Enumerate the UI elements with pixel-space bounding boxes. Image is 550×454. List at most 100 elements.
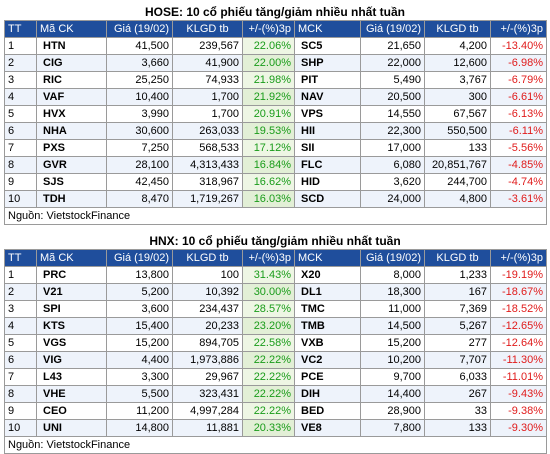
hnx-cell-klgd-up: 20,233 — [172, 317, 243, 335]
hnx-cell-ma-ck: PRC — [36, 266, 107, 284]
hnx-cell-klgd-up: 894,705 — [172, 334, 243, 352]
hnx-cell-pct-down: -11.30% — [490, 351, 547, 369]
hnx-cell-pct-down: -9.30% — [490, 419, 547, 437]
hnx-cell-mck: DIH — [294, 385, 361, 403]
hose-cell-klgd-down: 133 — [424, 139, 491, 157]
hose-header-klgd-up: KLGD tb — [172, 20, 243, 38]
hnx-header-ma-ck: Mã CK — [36, 249, 107, 267]
hnx-cell-ma-ck: SPI — [36, 300, 107, 318]
hose-header-tt: TT — [4, 20, 37, 38]
hnx-cell-gia-down: 10,200 — [360, 351, 425, 369]
hnx-table-row: 5 VGS 15,200 894,705 22.58% VXB 15,200 277 -12.6… — [4, 334, 547, 352]
hnx-cell-tt: 6 — [4, 351, 37, 369]
hnx-cell-gia-down: 7,800 — [360, 419, 425, 437]
hnx-cell-tt: 8 — [4, 385, 37, 403]
hose-table-row: 6 NHA 30,600 263,033 19.53% HII 22,300 550,500-… — [4, 122, 547, 140]
hose-header-mck: MCK — [294, 20, 361, 38]
hose-cell-pct-down: -6.13% — [490, 105, 547, 123]
hose-cell-klgd-up: 1,719,267 — [172, 190, 243, 208]
hose-header-gia-down: Giá (19/02) — [360, 20, 425, 38]
hose-cell-klgd-up: 4,313,433 — [172, 156, 243, 174]
hnx-cell-klgd-down: 267 — [424, 385, 491, 403]
hnx-header-klgd-up: KLGD tb — [172, 249, 243, 267]
hnx-table-row: 4 KTS 15,400 20,233 23.20% TMB 14,500 5,267 -12.… — [4, 317, 547, 335]
hnx-cell-pct-up: 22.58% — [242, 334, 295, 352]
hose-cell-gia-down: 20,500 — [360, 88, 425, 106]
hnx-cell-klgd-down: 1,233 — [424, 266, 491, 284]
hnx-table-row: 3 SPI 3,600 234,437 28.57% TMC 11,000 7,369 -18.… — [4, 300, 547, 318]
hnx-cell-gia-up: 14,800 — [106, 419, 173, 437]
hnx-cell-mck: TMB — [294, 317, 361, 335]
hnx-cell-pct-down: -12.64% — [490, 334, 547, 352]
hose-table-row: 5 HVX 3,990 1,700 20.91% VPS 14,550 67,567 -6.13… — [4, 105, 547, 123]
hose-cell-gia-up: 10,400 — [106, 88, 173, 106]
hnx-cell-ma-ck: L43 — [36, 368, 107, 386]
hnx-header-gia-down: Giá (19/02) — [360, 249, 425, 267]
hose-cell-pct-down: -13.40% — [490, 37, 547, 55]
hnx-table-title: HNX: 10 cổ phiếu tăng/giảm nhiều nhất tu… — [149, 234, 401, 248]
hose-cell-pct-up: 22.00% — [242, 54, 295, 72]
hose-table-title: HOSE: 10 cổ phiếu tăng/giảm nhiều nhất t… — [144, 5, 406, 19]
hose-cell-pct-up: 16.03% — [242, 190, 295, 208]
hose-table-block: HOSE: 10 cổ phiếu tăng/giảm nhiều nhất t… — [4, 4, 547, 225]
hnx-cell-pct-down: -12.65% — [490, 317, 547, 335]
hose-cell-ma-ck: NHA — [36, 122, 107, 140]
hose-cell-pct-up: 16.84% — [242, 156, 295, 174]
hose-cell-gia-up: 30,600 — [106, 122, 173, 140]
hnx-header-pct-up: +/-(%)3p — [242, 249, 295, 267]
hnx-header-gia-up: Giá (19/02) — [106, 249, 173, 267]
hose-cell-ma-ck: RIC — [36, 71, 107, 89]
hose-cell-tt: 10 — [4, 190, 37, 208]
hnx-cell-ma-ck: CEO — [36, 402, 107, 420]
hnx-cell-klgd-down: 6,033 — [424, 368, 491, 386]
hose-cell-pct-up: 21.92% — [242, 88, 295, 106]
hose-cell-gia-down: 3,620 — [360, 173, 425, 191]
hnx-cell-tt: 10 — [4, 419, 37, 437]
hnx-cell-tt: 5 — [4, 334, 37, 352]
hnx-cell-tt: 9 — [4, 402, 37, 420]
hose-cell-gia-up: 3,660 — [106, 54, 173, 72]
hose-cell-gia-down: 5,490 — [360, 71, 425, 89]
hnx-table-block: HNX: 10 cổ phiếu tăng/giảm nhiều nhất tu… — [4, 233, 547, 454]
hnx-cell-mck: BED — [294, 402, 361, 420]
hose-cell-klgd-down: 300 — [424, 88, 491, 106]
hnx-table-row: 6 VIG 4,400 1,973,886 22.22% VC2 10,200 7,707 -1… — [4, 351, 547, 369]
hose-cell-gia-down: 21,650 — [360, 37, 425, 55]
hose-cell-mck: FLC — [294, 156, 361, 174]
hnx-header-row: TT Mã CK Giá (19/02) KLGD tb +/-(%)3p MCK Giá … — [4, 249, 547, 267]
hnx-cell-ma-ck: VGS — [36, 334, 107, 352]
hnx-cell-pct-down: -18.52% — [490, 300, 547, 318]
hnx-table-row: 1 PRC 13,800 100 31.43% X20 8,000 1,233 -19.19% — [4, 266, 547, 284]
hnx-cell-pct-up: 22.22% — [242, 351, 295, 369]
hose-cell-klgd-up: 41,900 — [172, 54, 243, 72]
hose-header-ma-ck: Mã CK — [36, 20, 107, 38]
hose-cell-mck: HID — [294, 173, 361, 191]
hnx-cell-mck: VC2 — [294, 351, 361, 369]
hose-cell-pct-down: -6.79% — [490, 71, 547, 89]
hose-cell-tt: 4 — [4, 88, 37, 106]
hose-cell-pct-down: -6.61% — [490, 88, 547, 106]
hose-cell-klgd-down: 4,800 — [424, 190, 491, 208]
hnx-source-note: Nguồn: VietstockFinance — [4, 436, 547, 454]
hnx-header-mck: MCK — [294, 249, 361, 267]
hose-cell-tt: 1 — [4, 37, 37, 55]
hose-cell-pct-down: -4.74% — [490, 173, 547, 191]
hose-cell-mck: PIT — [294, 71, 361, 89]
hnx-cell-ma-ck: UNI — [36, 419, 107, 437]
hnx-cell-mck: VXB — [294, 334, 361, 352]
hose-cell-klgd-up: 263,033 — [172, 122, 243, 140]
hose-table-row: 4 VAF 10,400 1,700 21.92% NAV 20,500 300 -6.61% — [4, 88, 547, 106]
hnx-table-row: 2 V21 5,200 10,392 30.00% DL1 18,300 167 -18.67% — [4, 283, 547, 301]
hose-cell-mck: SII — [294, 139, 361, 157]
hnx-cell-tt: 1 — [4, 266, 37, 284]
hose-cell-klgd-down: 4,200 — [424, 37, 491, 55]
hnx-cell-pct-up: 22.22% — [242, 385, 295, 403]
hose-cell-klgd-up: 74,933 — [172, 71, 243, 89]
hnx-cell-gia-up: 3,600 — [106, 300, 173, 318]
hnx-cell-tt: 7 — [4, 368, 37, 386]
hnx-cell-klgd-up: 234,437 — [172, 300, 243, 318]
hose-cell-gia-up: 28,100 — [106, 156, 173, 174]
hnx-table-row: 10 UNI 14,800 11,881 20.33% VE8 7,800 133 -9.30% — [4, 419, 547, 437]
hnx-cell-pct-up: 22.22% — [242, 402, 295, 420]
hose-table-row: 7 PXS 7,250 568,533 17.12% SII 17,000 133 -5.56% — [4, 139, 547, 157]
